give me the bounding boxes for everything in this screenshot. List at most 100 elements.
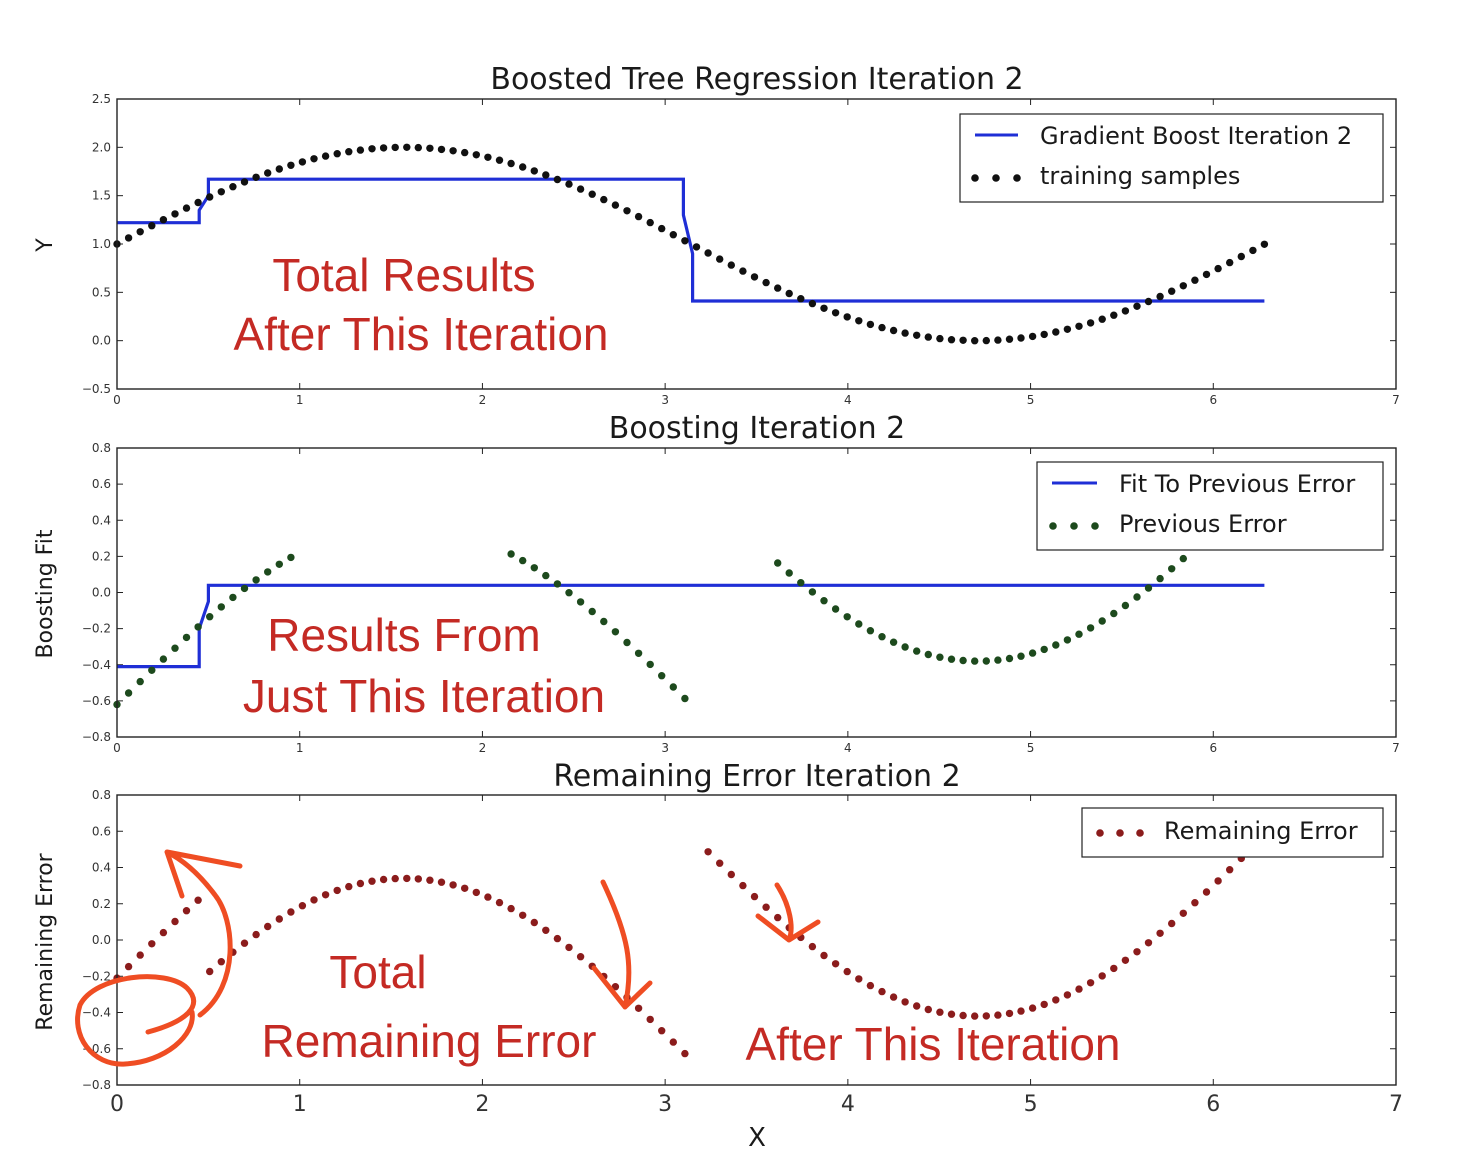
panel-1-title: Boosted Tree Regression Iteration 2 bbox=[490, 62, 1023, 97]
previous-error-point bbox=[1168, 565, 1176, 573]
remaining-error-point bbox=[1086, 979, 1095, 987]
previous-error-point bbox=[924, 650, 932, 659]
remaining-error-point bbox=[345, 882, 353, 891]
y-tick-label: 0.8 bbox=[92, 441, 111, 455]
remaining-error-point bbox=[1226, 866, 1234, 874]
panel-2-ylabel: Boosting Fit bbox=[33, 529, 58, 658]
training-sample-point bbox=[924, 333, 932, 341]
x-tick-label: 5 bbox=[1027, 393, 1035, 407]
remaining-error-point bbox=[391, 874, 399, 883]
remaining-error-point bbox=[1040, 1000, 1048, 1009]
previous-error-point bbox=[971, 657, 979, 665]
training-sample-point bbox=[507, 159, 515, 168]
training-sample-point bbox=[565, 180, 573, 188]
training-sample-point bbox=[298, 158, 307, 166]
training-sample-point bbox=[1191, 276, 1199, 284]
remaining-error-point bbox=[658, 1027, 666, 1035]
training-sample-point bbox=[611, 201, 620, 209]
previous-error-point bbox=[240, 584, 249, 593]
previous-error-point bbox=[820, 597, 828, 605]
remaining-error-point bbox=[855, 975, 863, 983]
training-sample-point bbox=[449, 147, 457, 155]
pen-annotations bbox=[75, 849, 821, 1067]
y-tick-label: −0.5 bbox=[82, 382, 111, 396]
training-sample-point bbox=[704, 249, 712, 257]
remaining-error-point bbox=[159, 928, 168, 937]
panel-3-annotation-line-2: Remaining Error bbox=[262, 1015, 597, 1067]
remaining-error-point bbox=[576, 953, 585, 961]
previous-error-point bbox=[1052, 641, 1060, 649]
x-tick-label: 7 bbox=[1392, 741, 1400, 755]
previous-error-point bbox=[1133, 593, 1141, 601]
training-sample-point bbox=[750, 273, 759, 281]
previous-error-point bbox=[1110, 609, 1118, 618]
previous-error-point bbox=[658, 672, 666, 680]
remaining-error-point bbox=[240, 939, 249, 947]
previous-error-point bbox=[947, 655, 956, 663]
previous-error-point bbox=[1179, 554, 1188, 563]
legend-label-fit-to-previous-error: Fit To Previous Error bbox=[1119, 470, 1355, 498]
training-sample-point bbox=[217, 188, 225, 196]
remaining-error-point bbox=[565, 943, 573, 952]
remaining-error-point bbox=[1156, 929, 1164, 937]
training-sample-point bbox=[472, 151, 480, 159]
y-tick-label: 2.0 bbox=[92, 140, 111, 154]
training-sample-point bbox=[1098, 315, 1106, 323]
remaining-error-point bbox=[878, 987, 886, 996]
remaining-error-point bbox=[321, 891, 330, 899]
training-sample-point bbox=[878, 323, 886, 332]
y-tick-label: 0.0 bbox=[92, 933, 111, 947]
panel-1-annotation-line-2: After This Iteration bbox=[234, 308, 609, 360]
previous-error-point bbox=[600, 617, 608, 626]
training-sample-point bbox=[461, 148, 469, 157]
training-sample-point bbox=[1260, 240, 1269, 248]
remaining-error-point bbox=[1179, 909, 1188, 917]
training-sample-point bbox=[379, 144, 388, 152]
x-tick-label: 5 bbox=[1027, 741, 1035, 755]
remaining-error-point bbox=[727, 870, 735, 879]
training-sample-point bbox=[739, 267, 747, 275]
down-arrow-icon bbox=[591, 879, 653, 1010]
remaining-error-point bbox=[426, 876, 434, 884]
remaining-error-point bbox=[1075, 985, 1083, 993]
x-tick-label: 1 bbox=[296, 741, 304, 755]
remaining-error-point bbox=[542, 926, 550, 934]
previous-error-point bbox=[287, 553, 295, 562]
previous-error-point bbox=[1028, 649, 1037, 657]
training-sample-point bbox=[600, 195, 608, 204]
remaining-error-point bbox=[437, 878, 446, 886]
training-sample-point bbox=[1040, 330, 1048, 339]
remaining-error-point bbox=[982, 1012, 990, 1020]
previous-error-point bbox=[623, 638, 631, 647]
training-sample-point bbox=[843, 313, 851, 321]
remaining-error-point bbox=[646, 1015, 654, 1024]
remaining-error-point bbox=[1063, 991, 1072, 999]
training-sample-point bbox=[414, 143, 422, 152]
panel-3-annotation-line-3: After This Iteration bbox=[746, 1018, 1121, 1070]
previous-error-point bbox=[669, 683, 677, 691]
remaining-error-point bbox=[1017, 1007, 1025, 1015]
remaining-error-point bbox=[1052, 996, 1060, 1004]
previous-error-point bbox=[889, 638, 898, 646]
x-tick-label: 0 bbox=[110, 1092, 124, 1117]
remaining-error-point bbox=[611, 983, 620, 991]
training-sample-point bbox=[646, 218, 654, 227]
training-sample-point bbox=[658, 224, 666, 233]
previous-error-point bbox=[171, 644, 179, 652]
training-sample-point bbox=[553, 175, 562, 184]
training-sample-point bbox=[588, 190, 596, 198]
training-sample-point bbox=[240, 178, 249, 186]
remaining-error-point bbox=[866, 981, 875, 990]
panel-1-frame bbox=[116, 98, 1397, 390]
panel-2-series bbox=[113, 550, 1265, 709]
panel-2-legend-box bbox=[1036, 461, 1384, 551]
remaining-error-point bbox=[449, 881, 457, 889]
y-tick-label: 0.4 bbox=[92, 861, 111, 875]
training-sample-point bbox=[1179, 282, 1188, 290]
training-sample-point bbox=[252, 173, 260, 181]
x-tick-label: 6 bbox=[1209, 741, 1217, 755]
remaining-error-point bbox=[287, 908, 295, 916]
training-sample-point bbox=[692, 243, 701, 251]
remaining-error-point bbox=[519, 911, 527, 919]
x-tick-label: 0 bbox=[113, 741, 121, 755]
